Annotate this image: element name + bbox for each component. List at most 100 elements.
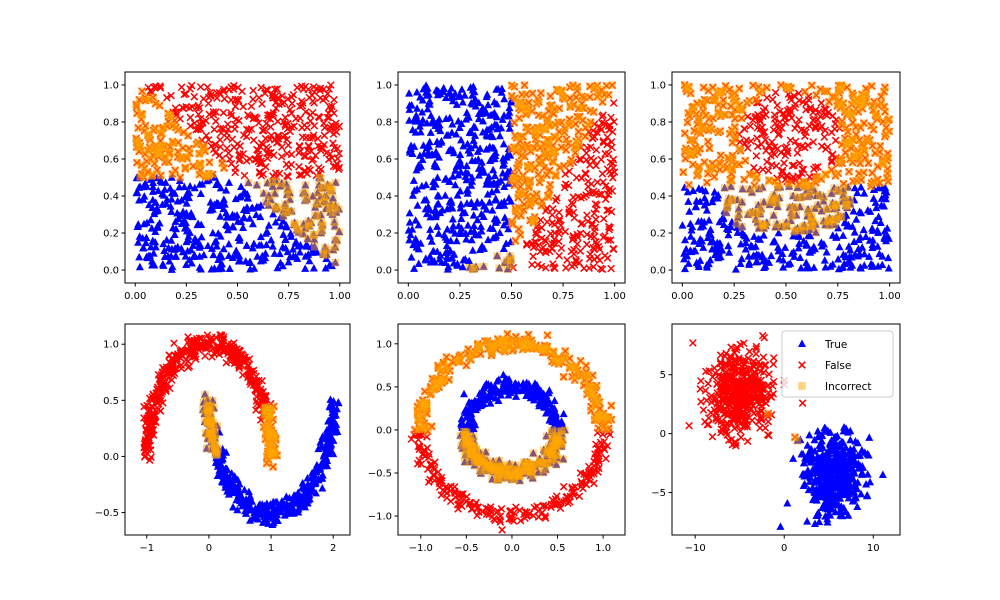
point-true	[314, 474, 323, 483]
point-false	[230, 125, 239, 133]
point-true	[326, 395, 335, 403]
point-false	[255, 153, 264, 162]
point-true	[147, 224, 156, 232]
point-true	[466, 143, 475, 152]
point-false	[537, 223, 546, 232]
point-true	[170, 230, 179, 238]
point-true	[167, 244, 176, 253]
point-incorrect	[543, 171, 551, 179]
point-incorrect	[689, 160, 697, 169]
point-true	[731, 265, 740, 273]
point-true	[427, 237, 436, 245]
point-true	[196, 189, 205, 197]
point-false	[599, 215, 608, 223]
point-incorrect	[683, 118, 692, 127]
point-incorrect	[331, 258, 340, 267]
point-incorrect	[136, 173, 145, 181]
point-true	[871, 198, 880, 206]
y-tick-label: 0.8	[103, 117, 119, 128]
point-false	[239, 102, 248, 111]
y-tick-label: 0.0	[376, 266, 392, 277]
point-incorrect	[267, 426, 276, 435]
point-incorrect	[819, 197, 828, 206]
point-incorrect	[331, 243, 340, 252]
point-false	[183, 345, 191, 354]
point-true	[411, 128, 420, 136]
point-incorrect	[586, 118, 595, 126]
point-incorrect	[727, 102, 735, 111]
point-false	[283, 125, 292, 133]
point-true	[786, 259, 795, 267]
point-incorrect	[844, 183, 852, 192]
point-false	[176, 349, 185, 358]
point-incorrect	[516, 231, 525, 239]
point-true	[753, 257, 762, 266]
point-incorrect	[202, 429, 210, 437]
x-tick-label: 1.00	[604, 291, 626, 302]
point-true	[688, 222, 697, 231]
point-incorrect	[174, 138, 182, 147]
point-incorrect	[716, 159, 725, 168]
point-incorrect	[145, 96, 154, 104]
point-true	[181, 252, 190, 260]
point-false	[249, 86, 258, 95]
point-true	[426, 252, 435, 260]
point-true	[789, 247, 798, 256]
point-true	[408, 191, 417, 199]
point-false	[245, 126, 253, 134]
point-false	[249, 136, 258, 144]
point-true	[741, 244, 750, 253]
point-true	[272, 497, 281, 506]
point-false	[816, 112, 825, 121]
point-false	[252, 380, 261, 389]
points	[678, 81, 893, 273]
point-incorrect	[537, 89, 545, 97]
point-incorrect	[513, 164, 521, 172]
point-false	[235, 346, 243, 355]
point-incorrect	[847, 144, 856, 153]
point-incorrect	[322, 205, 330, 213]
point-incorrect	[679, 168, 688, 176]
point-incorrect	[311, 203, 319, 212]
point-true	[418, 107, 427, 116]
point-true	[241, 500, 250, 509]
point-incorrect	[269, 415, 277, 424]
point-incorrect	[732, 219, 741, 228]
point-incorrect	[875, 179, 884, 187]
point-incorrect	[270, 449, 278, 457]
point-true	[455, 123, 464, 131]
point-incorrect	[261, 413, 270, 421]
point-incorrect	[303, 235, 312, 243]
point-false	[599, 233, 608, 242]
x-tick-label: 0.50	[775, 291, 797, 302]
point-incorrect	[852, 123, 860, 131]
point-incorrect	[763, 83, 771, 92]
point-true	[262, 240, 271, 249]
point-incorrect	[595, 90, 603, 99]
point-false	[148, 402, 157, 411]
point-false	[763, 93, 771, 102]
point-incorrect	[511, 204, 520, 213]
point-false	[273, 85, 282, 93]
subplot-2: 0.00 0.25 0.50 0.75 1.000.00.20.40.60.81.0	[376, 71, 626, 302]
point-false	[794, 142, 802, 150]
point-incorrect	[140, 126, 149, 135]
point-true	[492, 85, 501, 93]
point-incorrect	[276, 182, 285, 191]
point-incorrect	[807, 217, 816, 225]
point-true	[413, 185, 422, 193]
point-incorrect	[166, 143, 175, 151]
point-true	[448, 119, 457, 128]
point-incorrect	[737, 114, 746, 123]
point-true	[405, 105, 414, 113]
point-incorrect	[519, 171, 527, 180]
point-true	[275, 506, 284, 515]
point-false	[245, 371, 253, 380]
point-false	[320, 131, 329, 140]
point-true	[160, 252, 169, 260]
point-true	[456, 186, 465, 195]
point-incorrect	[600, 90, 609, 99]
point-incorrect	[704, 137, 712, 146]
point-false	[204, 135, 213, 144]
point-incorrect	[511, 237, 520, 245]
